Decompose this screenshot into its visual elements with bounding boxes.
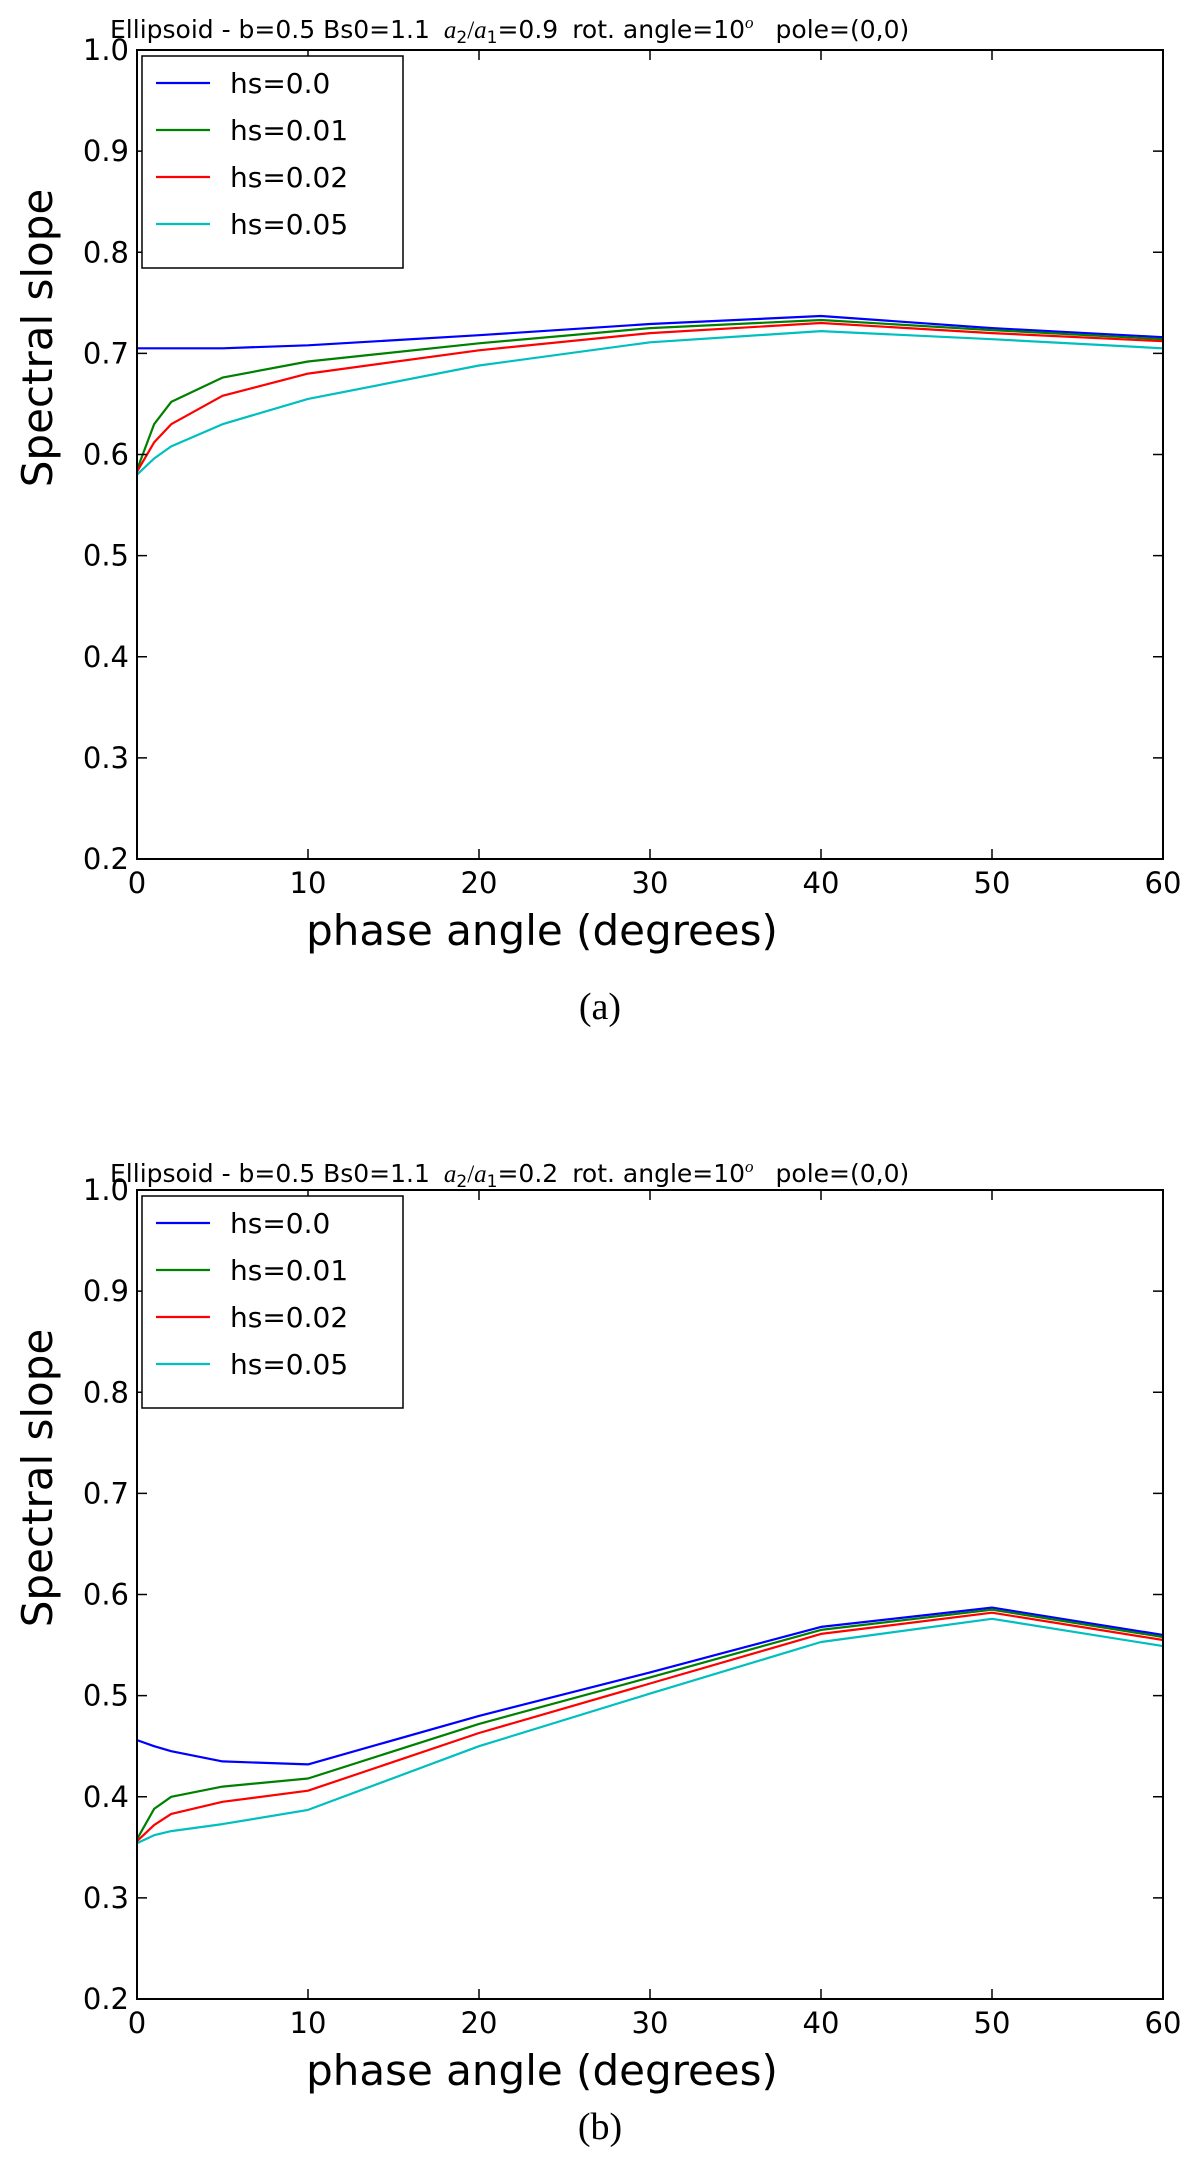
y-tick-label-b-5: 0.7 (83, 1476, 129, 1510)
y-tick-label-b-6: 0.8 (83, 1375, 129, 1409)
legend-label-b-4: hs=0.05 (230, 1348, 348, 1381)
x-tick-label-b-0: 0 (128, 2006, 146, 2040)
chart-svg-b: Ellipsoid - b=0.5 Bs0=1.1 a2/a1=0.2 rot. a… (13, 1157, 1182, 2095)
legend-label-a-3: hs=0.02 (230, 161, 348, 194)
y-tick-label-a-4: 0.6 (83, 438, 129, 472)
y-tick-label-b-2: 0.4 (83, 1780, 129, 1814)
series-line-b-2 (136, 1608, 1164, 1840)
series-line-a-2 (135, 318, 1164, 471)
y-tick-label-a-7: 0.9 (83, 134, 129, 168)
panel-label-a: (a) (578, 986, 622, 1028)
y-tick-label-a-1: 0.3 (83, 741, 129, 775)
y-tick-label-a-2: 0.4 (83, 640, 129, 674)
x-tick-label-b-1: 10 (290, 2006, 327, 2040)
x-tick-label-b-6: 60 (1145, 2006, 1182, 2040)
x-tick-label-b-5: 50 (974, 2006, 1011, 2040)
y-axis-label-b: Spectral slope (13, 1329, 62, 1628)
y-tick-label-b-1: 0.3 (83, 1881, 129, 1915)
legend-label-a-1: hs=0.0 (230, 67, 330, 100)
y-tick-label-a-5: 0.7 (83, 336, 129, 370)
x-tick-label-a-2: 20 (461, 866, 498, 900)
series-line-a-4 (136, 330, 1164, 476)
y-tick-label-b-4: 0.6 (83, 1578, 129, 1612)
legend-box-b (141, 1195, 404, 1409)
x-tick-label-b-2: 20 (461, 2006, 498, 2040)
x-tick-label-b-4: 40 (803, 2006, 840, 2040)
panel-label-b: (b) (577, 2106, 623, 2148)
x-tick-label-a-0: 0 (128, 866, 146, 900)
legend-label-a-4: hs=0.05 (230, 208, 348, 241)
x-tick-label-a-6: 60 (1145, 866, 1182, 900)
x-axis-label-a: phase angle (degrees) (306, 906, 778, 955)
x-tick-label-a-3: 30 (632, 866, 669, 900)
series-line-a-1 (137, 314, 1164, 350)
series-line-b-3 (136, 1611, 1164, 1843)
legend-label-b-1: hs=0.0 (230, 1207, 330, 1240)
series-line-b-4 (136, 1617, 1164, 1845)
y-tick-label-b-0: 0.2 (83, 1982, 129, 2016)
legend-box-a (141, 55, 404, 269)
y-tick-label-b-3: 0.5 (83, 1679, 129, 1713)
legend-label-a-2: hs=0.01 (230, 114, 348, 147)
series-line-a-3 (136, 321, 1164, 473)
x-tick-label-b-3: 30 (632, 2006, 669, 2040)
y-axis-label-a: Spectral slope (13, 189, 62, 488)
x-axis-label-b: phase angle (degrees) (306, 2046, 778, 2095)
chart-panel-a: Ellipsoid - b=0.5 Bs0=1.1 a2/a1=0.9 rot. a… (13, 13, 1182, 1028)
y-tick-label-a-3: 0.5 (83, 539, 129, 573)
x-tick-label-a-4: 40 (803, 866, 840, 900)
chart-panel-b: Ellipsoid - b=0.5 Bs0=1.1 a2/a1=0.2 rot. a… (0, 1080, 1200, 2160)
x-tick-label-a-1: 10 (290, 866, 327, 900)
y-tick-label-a-0: 0.2 (83, 842, 129, 876)
series-line-b-1 (136, 1606, 1164, 1766)
legend-label-b-3: hs=0.02 (230, 1301, 348, 1334)
chart-title-b: Ellipsoid - b=0.5 Bs0=1.1 a2/a1=0.2 rot. a… (110, 1157, 909, 1192)
y-tick-label-a-6: 0.8 (83, 235, 129, 269)
x-tick-label-a-5: 50 (974, 866, 1011, 900)
y-tick-label-a-8: 1.0 (83, 33, 129, 67)
chart-title-a: Ellipsoid - b=0.5 Bs0=1.1 a2/a1=0.9 rot. a… (110, 13, 909, 48)
y-tick-label-b-7: 0.9 (83, 1274, 129, 1308)
y-tick-label-b-8: 1.0 (83, 1173, 129, 1207)
legend-label-b-2: hs=0.01 (230, 1254, 348, 1287)
chart-svg-a: Ellipsoid - b=0.5 Bs0=1.1 a2/a1=0.9 rot. a… (13, 13, 1182, 955)
